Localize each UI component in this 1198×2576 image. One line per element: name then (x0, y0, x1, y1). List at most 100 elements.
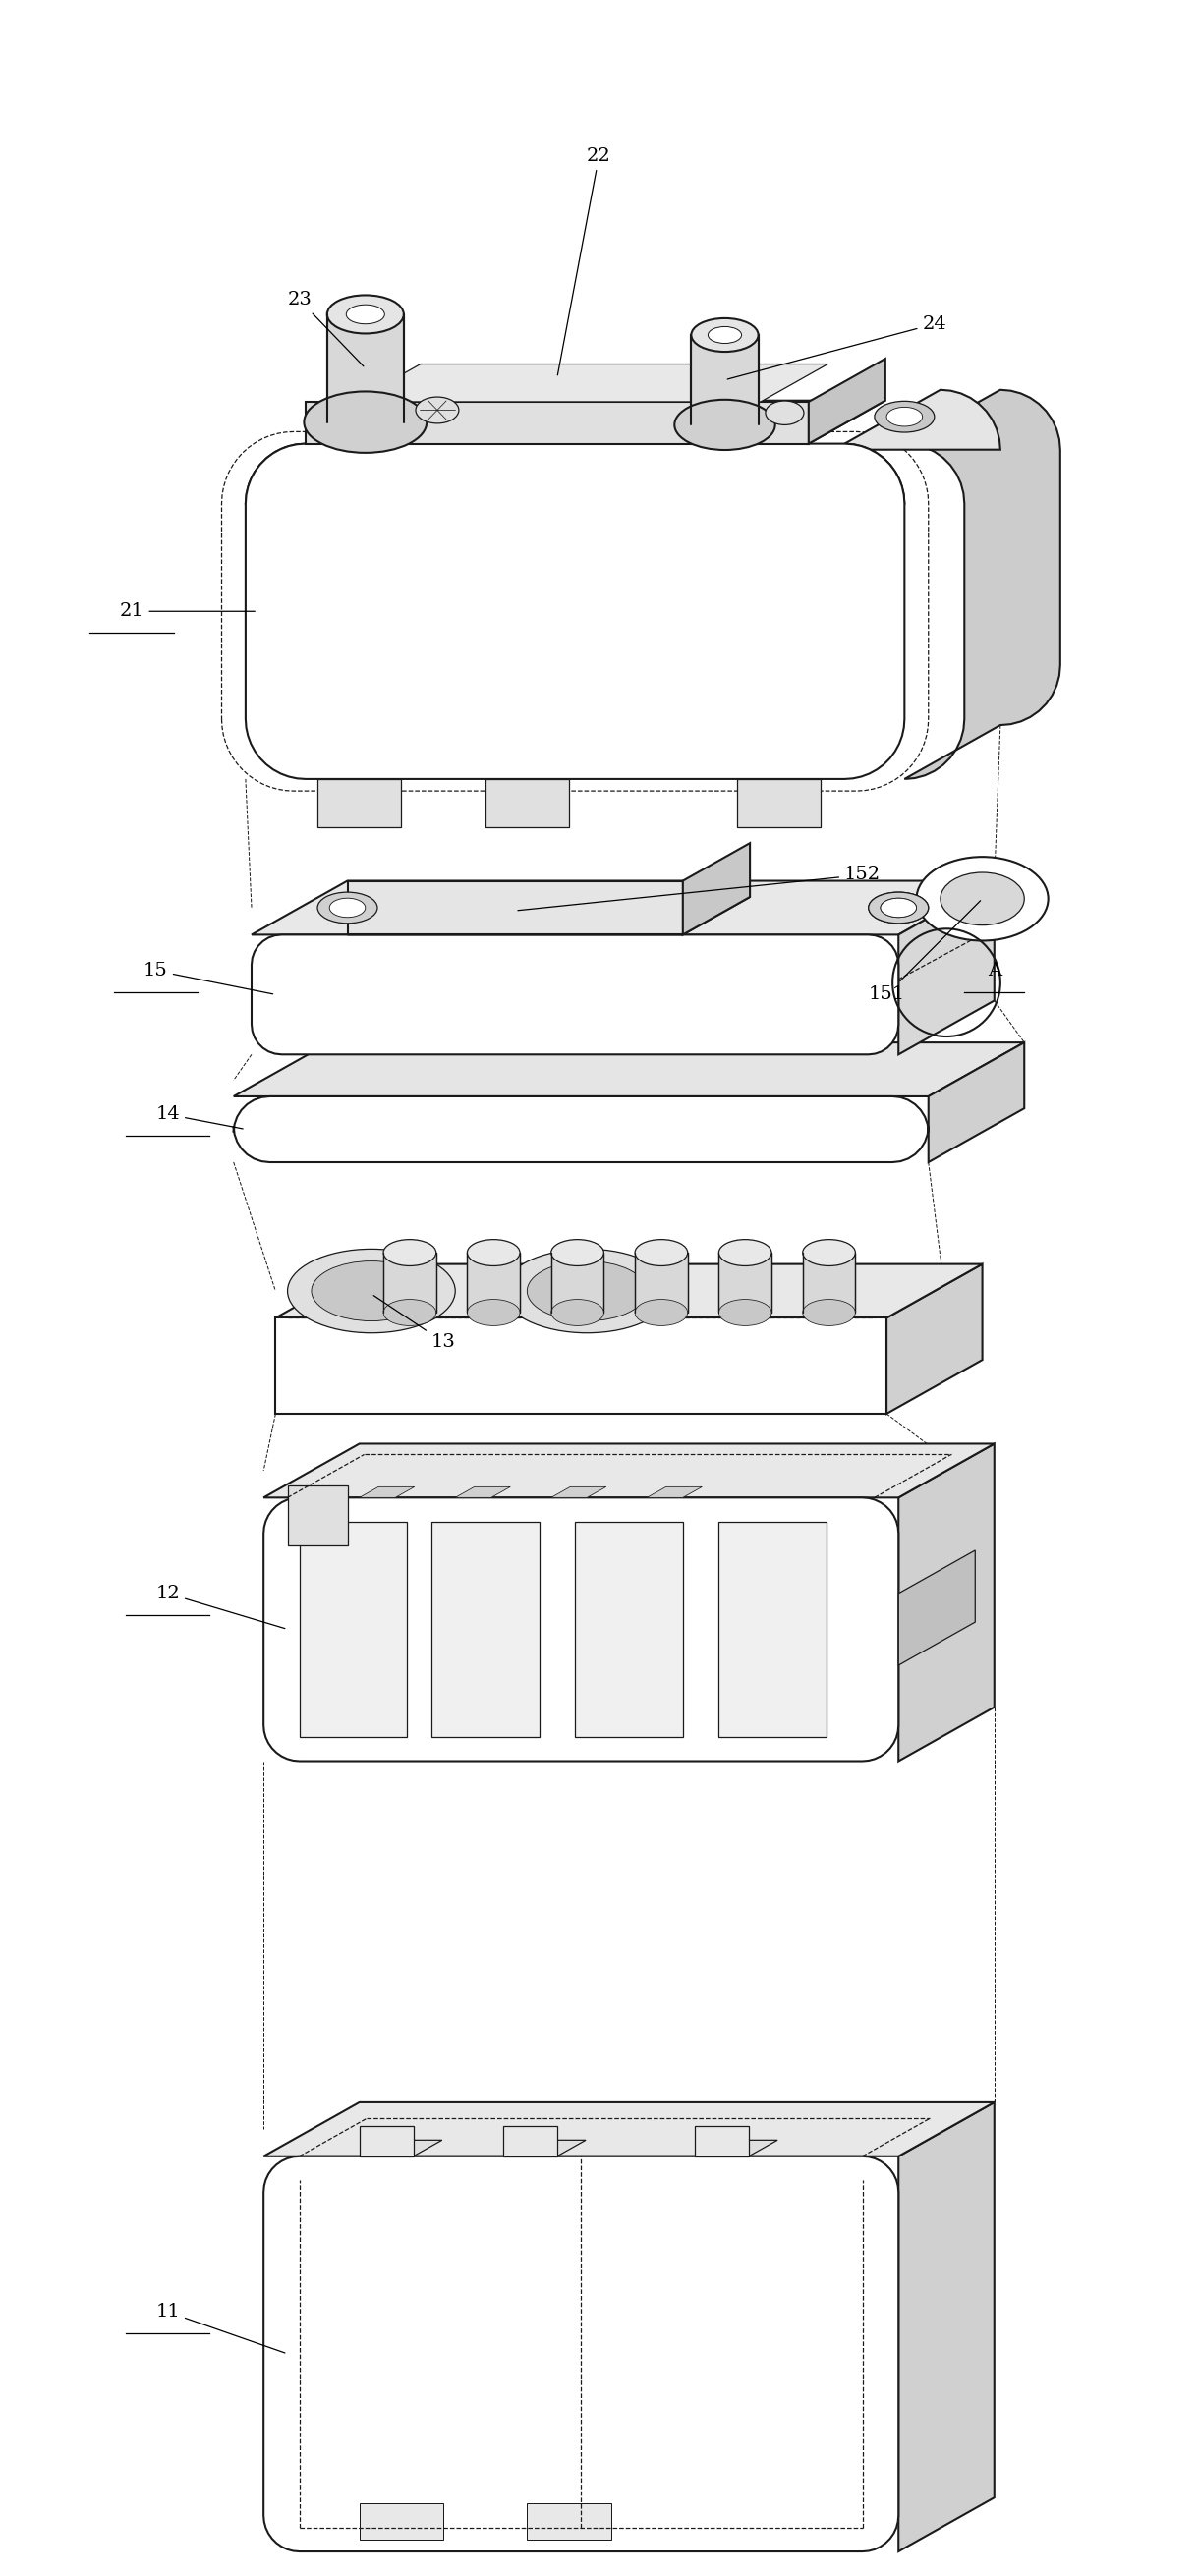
Polygon shape (305, 402, 809, 443)
Polygon shape (431, 1522, 539, 1736)
Text: 11: 11 (156, 2303, 285, 2352)
Polygon shape (252, 935, 898, 1054)
Ellipse shape (346, 304, 385, 325)
Polygon shape (359, 2141, 442, 2156)
Polygon shape (276, 1319, 887, 1414)
Polygon shape (234, 1097, 928, 1162)
Polygon shape (551, 1252, 604, 1314)
Text: 22: 22 (557, 147, 611, 376)
Polygon shape (683, 842, 750, 935)
Polygon shape (719, 1252, 772, 1314)
Polygon shape (647, 1486, 702, 1497)
Ellipse shape (869, 891, 928, 922)
Ellipse shape (887, 407, 922, 425)
Polygon shape (359, 2504, 443, 2540)
Polygon shape (503, 2125, 557, 2156)
Ellipse shape (304, 392, 426, 453)
Text: 13: 13 (374, 1296, 455, 1350)
Polygon shape (695, 2125, 749, 2156)
Polygon shape (246, 443, 904, 778)
Polygon shape (898, 1443, 994, 1762)
Polygon shape (353, 363, 828, 402)
Text: 14: 14 (156, 1105, 243, 1128)
Ellipse shape (719, 1239, 772, 1265)
Polygon shape (234, 1043, 1024, 1097)
Polygon shape (264, 1443, 994, 1497)
Polygon shape (288, 1486, 347, 1546)
Ellipse shape (383, 1298, 436, 1327)
Ellipse shape (766, 402, 804, 425)
Text: 15: 15 (144, 961, 273, 994)
Ellipse shape (691, 319, 758, 353)
Ellipse shape (467, 1298, 520, 1327)
Ellipse shape (881, 899, 916, 917)
Ellipse shape (803, 1239, 855, 1265)
Ellipse shape (635, 1239, 688, 1265)
Ellipse shape (329, 899, 365, 917)
Polygon shape (719, 1522, 827, 1736)
Ellipse shape (916, 858, 1048, 940)
Polygon shape (551, 1486, 606, 1497)
Polygon shape (246, 389, 1000, 502)
Polygon shape (485, 778, 569, 827)
Polygon shape (276, 1265, 982, 1319)
Ellipse shape (503, 1249, 671, 1332)
Polygon shape (503, 2141, 586, 2156)
Ellipse shape (527, 1262, 647, 1321)
Polygon shape (904, 389, 1060, 778)
Polygon shape (305, 402, 885, 443)
Polygon shape (809, 358, 885, 443)
Ellipse shape (311, 402, 371, 433)
Polygon shape (347, 896, 750, 935)
Ellipse shape (940, 873, 1024, 925)
Polygon shape (898, 2102, 994, 2550)
Ellipse shape (875, 402, 934, 433)
Polygon shape (264, 1497, 898, 1762)
Polygon shape (264, 2156, 898, 2550)
Ellipse shape (317, 891, 377, 922)
Text: 24: 24 (727, 314, 946, 379)
Polygon shape (737, 778, 821, 827)
Polygon shape (359, 1486, 415, 1497)
Ellipse shape (551, 1239, 604, 1265)
Polygon shape (691, 335, 758, 425)
Ellipse shape (869, 891, 928, 922)
Text: 21: 21 (120, 603, 255, 621)
Ellipse shape (551, 1298, 604, 1327)
Polygon shape (695, 2141, 778, 2156)
Ellipse shape (288, 1249, 455, 1332)
Ellipse shape (383, 1239, 436, 1265)
Polygon shape (898, 1551, 975, 1664)
Polygon shape (928, 1043, 1024, 1162)
Polygon shape (887, 1265, 982, 1414)
Ellipse shape (708, 327, 742, 343)
Polygon shape (264, 2102, 994, 2156)
Ellipse shape (803, 1298, 855, 1327)
Ellipse shape (323, 407, 359, 425)
Ellipse shape (467, 1239, 520, 1265)
Ellipse shape (881, 899, 916, 917)
Polygon shape (898, 881, 994, 1054)
Polygon shape (327, 314, 404, 422)
Ellipse shape (311, 1262, 431, 1321)
Ellipse shape (719, 1298, 772, 1327)
Ellipse shape (674, 399, 775, 451)
Ellipse shape (635, 1298, 688, 1327)
Polygon shape (575, 1522, 683, 1736)
Text: A: A (987, 961, 1002, 979)
Polygon shape (467, 1252, 520, 1314)
Polygon shape (803, 1252, 855, 1314)
Polygon shape (300, 1522, 407, 1736)
Polygon shape (527, 2504, 611, 2540)
Text: 23: 23 (288, 291, 363, 366)
Polygon shape (383, 1252, 436, 1314)
Polygon shape (317, 778, 401, 827)
Polygon shape (635, 1252, 688, 1314)
Polygon shape (455, 1486, 510, 1497)
Polygon shape (347, 881, 683, 935)
Text: 12: 12 (156, 1584, 285, 1628)
Ellipse shape (416, 397, 459, 422)
Polygon shape (252, 881, 994, 935)
Text: 152: 152 (518, 866, 881, 909)
Text: 151: 151 (869, 902, 980, 1005)
